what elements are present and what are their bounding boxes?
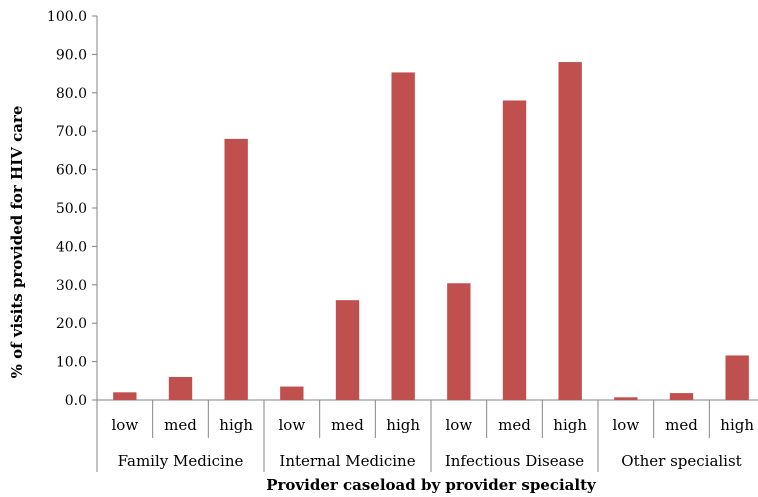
y-tick-label: 90.0 <box>56 47 87 63</box>
x-category-label: med <box>331 416 364 434</box>
y-tick-label: 70.0 <box>56 124 87 140</box>
x-axis-title: Provider caseload by provider specialty <box>266 476 597 494</box>
y-tick-label: 80.0 <box>56 86 87 102</box>
bar <box>558 62 582 401</box>
bar <box>280 386 304 400</box>
bar <box>502 100 527 400</box>
x-category-label: med <box>164 416 197 434</box>
x-category-label: high <box>553 416 587 434</box>
x-category-label: high <box>720 416 754 434</box>
y-axis-title: % of visits provided for HIV care <box>8 106 26 379</box>
y-tick-label: 40.0 <box>56 239 87 255</box>
x-category-label: high <box>219 416 253 434</box>
x-category-label: low <box>445 416 472 434</box>
bar <box>725 355 749 400</box>
x-category-label: low <box>111 416 138 434</box>
x-category-labels: low med high Family Medicine low med high Inter… <box>111 416 754 470</box>
bar <box>224 138 248 400</box>
bar <box>669 393 694 400</box>
x-category-label: med <box>665 416 698 434</box>
y-tick-label: 10.0 <box>56 355 87 371</box>
bar <box>335 300 360 400</box>
y-tick-label: 100.0 <box>47 9 87 25</box>
bars <box>113 62 749 401</box>
y-tick-labels: 0.0 10.0 20.0 30.0 40.0 50.0 60.0 70.0 80.0 90.0 1… <box>47 9 87 409</box>
x-category-label: high <box>386 416 420 434</box>
x-category-label: med <box>498 416 531 434</box>
y-tick-label: 60.0 <box>56 163 87 179</box>
y-tick-label: 0.0 <box>65 393 87 409</box>
y-axis <box>92 15 98 401</box>
y-tick-label: 30.0 <box>56 278 87 294</box>
bar <box>168 376 193 400</box>
y-tick-label: 50.0 <box>56 201 87 217</box>
y-tick-label: 20.0 <box>56 316 87 332</box>
bar <box>391 72 415 400</box>
x-category-label: low <box>278 416 305 434</box>
x-group-label: Internal Medicine <box>279 452 415 470</box>
x-group-label: Family Medicine <box>118 452 244 470</box>
x-category-label: low <box>612 416 639 434</box>
x-group-label: Other specialist <box>621 452 741 470</box>
x-axis <box>96 399 758 472</box>
bar <box>614 397 638 400</box>
bar <box>447 283 471 400</box>
bar <box>113 392 137 400</box>
x-group-label: Infectious Disease <box>445 452 584 470</box>
